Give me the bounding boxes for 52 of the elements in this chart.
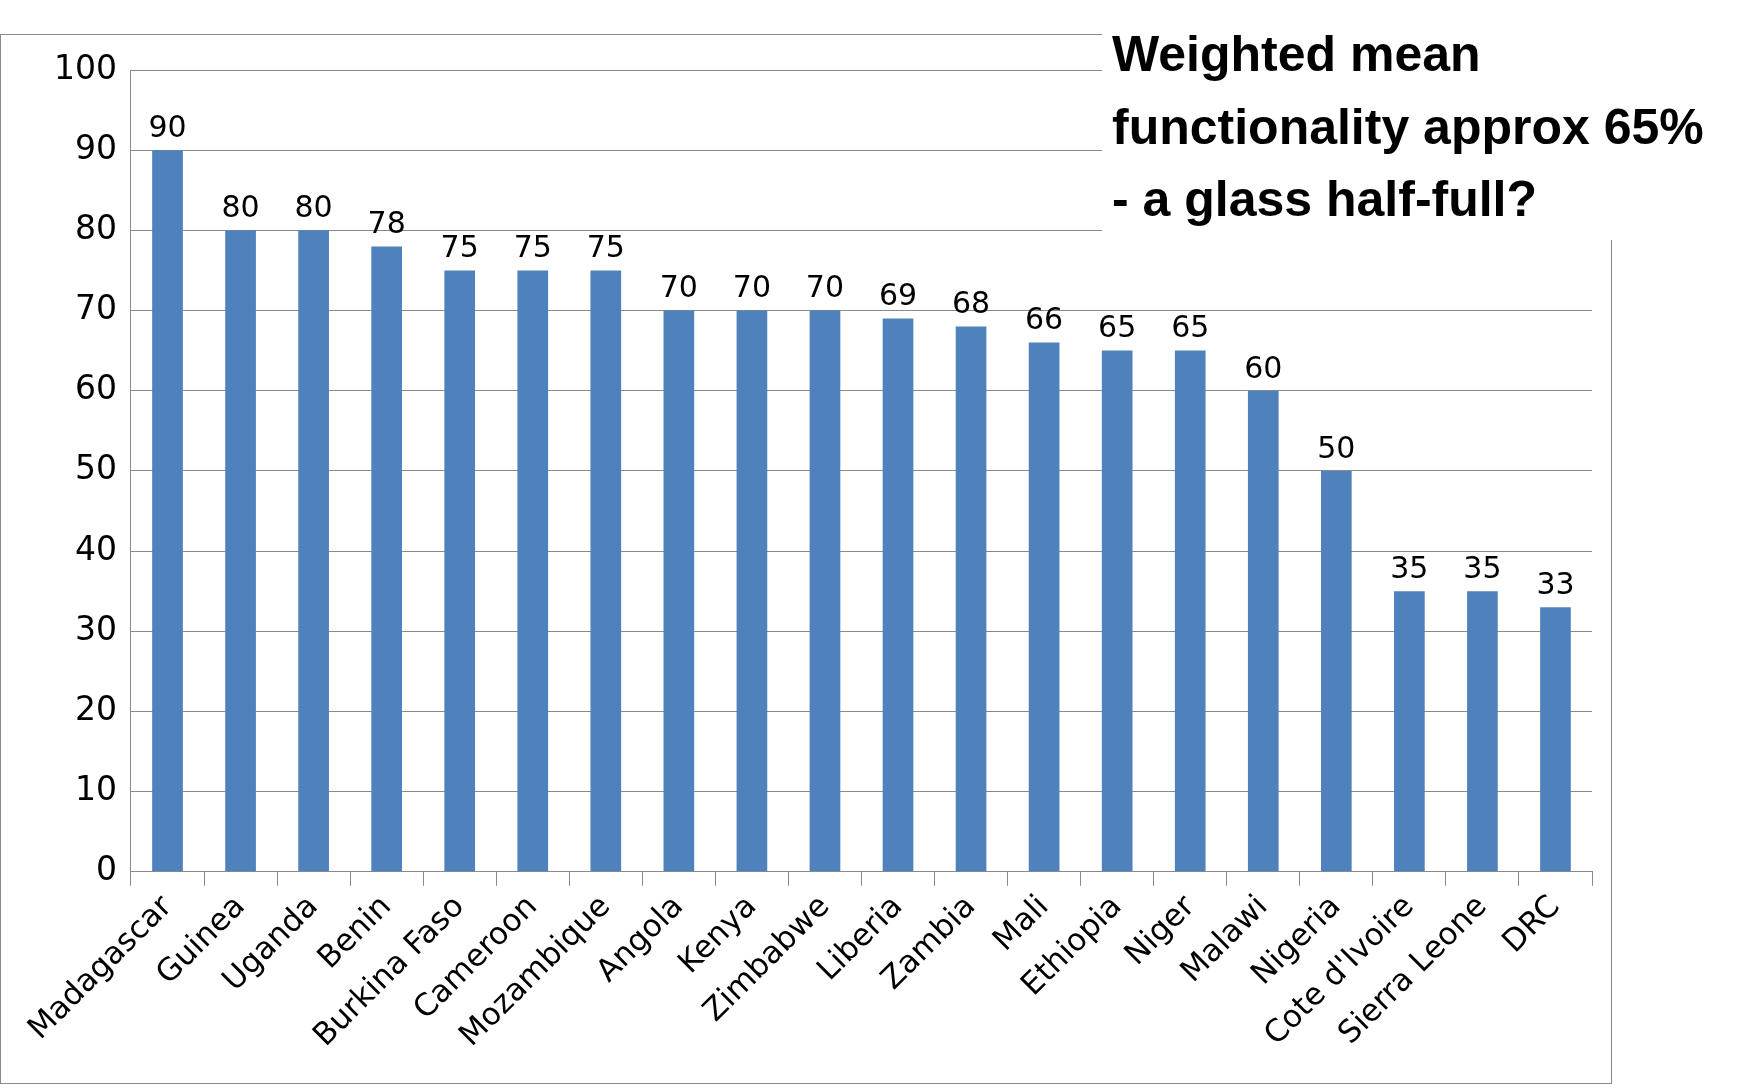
y-tick-label: 80 [74, 207, 117, 247]
bar [298, 230, 329, 872]
bar [736, 310, 768, 872]
data-label: 68 [951, 285, 991, 321]
bar [955, 326, 987, 872]
y-tick-label: 40 [74, 528, 117, 568]
data-label: 75 [513, 229, 552, 265]
bar [590, 270, 622, 872]
bar [152, 150, 183, 872]
bar [225, 230, 256, 872]
data-label: 35 [1463, 549, 1502, 585]
y-tick-label: 100 [53, 47, 117, 87]
data-label: 70 [805, 269, 845, 305]
bar [663, 310, 695, 872]
data-label: 70 [732, 269, 772, 305]
data-label: 65 [1098, 309, 1137, 345]
bar [1467, 591, 1498, 872]
data-label: 78 [367, 205, 406, 241]
bar [1394, 591, 1425, 872]
bar [882, 318, 914, 872]
bar [1028, 342, 1060, 872]
y-tick-label: 10 [74, 769, 117, 809]
data-label: 60 [1244, 349, 1283, 385]
data-label: 33 [1536, 565, 1575, 601]
y-tick-label: 20 [74, 689, 117, 728]
data-label: 75 [440, 229, 479, 265]
y-tick-label: 70 [74, 288, 117, 328]
data-label: 35 [1390, 549, 1429, 585]
bar [444, 270, 476, 872]
bar [1320, 470, 1352, 872]
data-label: 70 [659, 269, 698, 305]
bar [517, 270, 549, 872]
y-tick-label: 30 [74, 608, 117, 648]
data-label: 65 [1171, 309, 1210, 345]
bar [809, 310, 841, 872]
bar [1540, 607, 1571, 872]
data-label: 80 [221, 189, 260, 225]
y-tick-label: 60 [74, 368, 117, 408]
data-label: 50 [1317, 429, 1356, 465]
bar [1247, 390, 1279, 872]
text: Weighted mean functionality approx 65% - a glass half-full? [1102, 14, 1742, 240]
y-tick-label: 0 [95, 849, 117, 889]
y-tick-label: 50 [74, 448, 117, 488]
bar [1174, 350, 1206, 872]
bar [371, 246, 403, 872]
data-label: 80 [294, 189, 333, 225]
bar [1101, 350, 1133, 872]
data-label: 90 [148, 108, 187, 144]
data-label: 66 [1025, 301, 1064, 337]
y-tick-label: 90 [74, 127, 117, 167]
data-label: 75 [586, 229, 625, 265]
data-label: 69 [878, 277, 918, 313]
